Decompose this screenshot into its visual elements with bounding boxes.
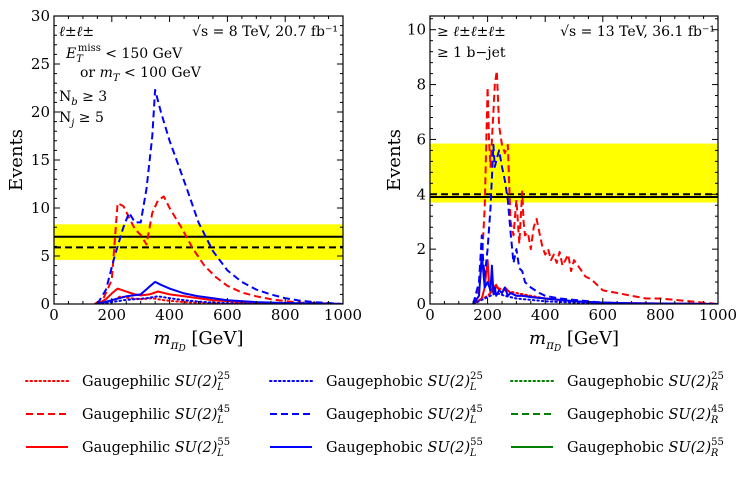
legend-item: Gaugephilic SU(2)55 L [26,437,230,459]
legend-item: Gaugephobic SU(2)45 R [511,404,724,426]
x-tick-label: 800 [646,306,675,324]
annotation-energy: √s = 8 TeV, 20.7 fb⁻¹ [192,24,338,40]
legend-item: Gaugephobic SU(2)55 L [270,437,483,459]
legend-label: Gaugephilic SU(2)25 L [82,371,230,393]
legend-item: Gaugephilic SU(2)25 L [25,371,230,393]
y-tick-label: 5 [40,247,50,265]
series-line-3 [472,292,604,304]
legend-item: Gaugephobic SU(2)25 L [269,371,483,393]
y-axis-title: Events [6,129,27,191]
legend-label: Gaugephobic SU(2)55 L [326,437,483,459]
legend-label: Gaugephobic SU(2)55 R [567,437,724,459]
legend-item: Gaugephobic SU(2)25 R [510,371,724,393]
uncertainty-band [54,224,343,260]
series-line-5 [97,280,343,304]
x-tick-label: 400 [531,306,560,324]
legend-item: Gaugephobic SU(2)55 R [511,437,724,459]
y-tick-label: 0 [416,295,426,313]
legend-item: Gaugephobic SU(2)45 L [270,404,483,426]
x-tick-label: 800 [271,306,300,324]
y-tick-label: 10 [31,199,50,217]
annotation-channel: ℓ±ℓ± [59,24,94,40]
x-tick-label: 1000 [699,306,737,324]
annotation-bjet-cut: ≥ 1 b−jet [437,45,506,61]
y-tick-label: 15 [31,151,50,169]
annotation-met-cut: ETmiss < 150 GeV [65,43,183,65]
annotation-mt-cut: or mT < 100 GeV [80,65,202,84]
annotation-nj-cut: Nj ≥ 5 [59,110,104,129]
series-line-4 [472,143,718,304]
right-panel: 0 200 400 600 800 1000 0 2 4 6 8 10 mπD [GeV] Events ≥… [384,15,737,354]
annotation-channel: ≥ ℓ±ℓ±ℓ± [437,24,506,40]
series-line-1 [94,195,343,304]
y-tick-label: 8 [416,76,426,94]
plot-frame [53,15,344,305]
legend-item: Gaugephilic SU(2)45 L [26,404,230,426]
series-line-1 [472,69,718,304]
x-tick-label: 600 [213,306,242,324]
uncertainty-band [430,143,718,203]
y-tick-label: 25 [31,55,50,73]
x-tick-label: 400 [155,306,184,324]
x-axis-title: mπD [GeV] [154,328,244,354]
series-line-3 [96,295,258,304]
x-tick-label: 600 [588,306,617,324]
annotation-energy: √s = 13 TeV, 36.1 fb⁻¹ [560,24,715,40]
legend-label: Gaugephilic SU(2)55 L [82,437,230,459]
legend-label: Gaugephobic SU(2)25 R [567,371,724,393]
y-tick-label: 2 [416,240,426,258]
x-tick-label: 200 [473,306,502,324]
y-tick-label: 0 [40,295,50,313]
legend-label: Gaugephobic SU(2)45 L [326,404,483,426]
legend-label: Gaugephilic SU(2)45 L [82,404,230,426]
y-tick-label: 6 [416,130,426,148]
y-tick-label: 4 [416,185,426,203]
x-tick-label: 0 [49,306,59,324]
x-tick-label: 200 [97,306,126,324]
annotation-nb-cut: Nb ≥ 3 [59,89,107,108]
y-tick-label: 20 [31,103,50,121]
legend-label: Gaugephobic SU(2)45 R [567,404,724,426]
series-group [94,88,343,304]
legend: Gaugephilic SU(2)25 L Gaugephobic SU(2)25 L… [25,371,724,459]
x-tick-label: 1000 [324,306,362,324]
y-axis-title: Events [384,129,405,191]
x-tick-label: 0 [425,306,435,324]
y-tick-label: 10 [407,21,426,39]
series-line-4 [96,88,343,304]
y-tick-label: 30 [31,7,50,25]
left-panel: 0 200 400 600 800 1000 0 5 10 15 20 25 30 mπD [GeV] Ev… [6,7,362,354]
legend-label: Gaugephobic SU(2)25 L [326,371,483,393]
x-axis-title: mπD [GeV] [529,328,619,354]
